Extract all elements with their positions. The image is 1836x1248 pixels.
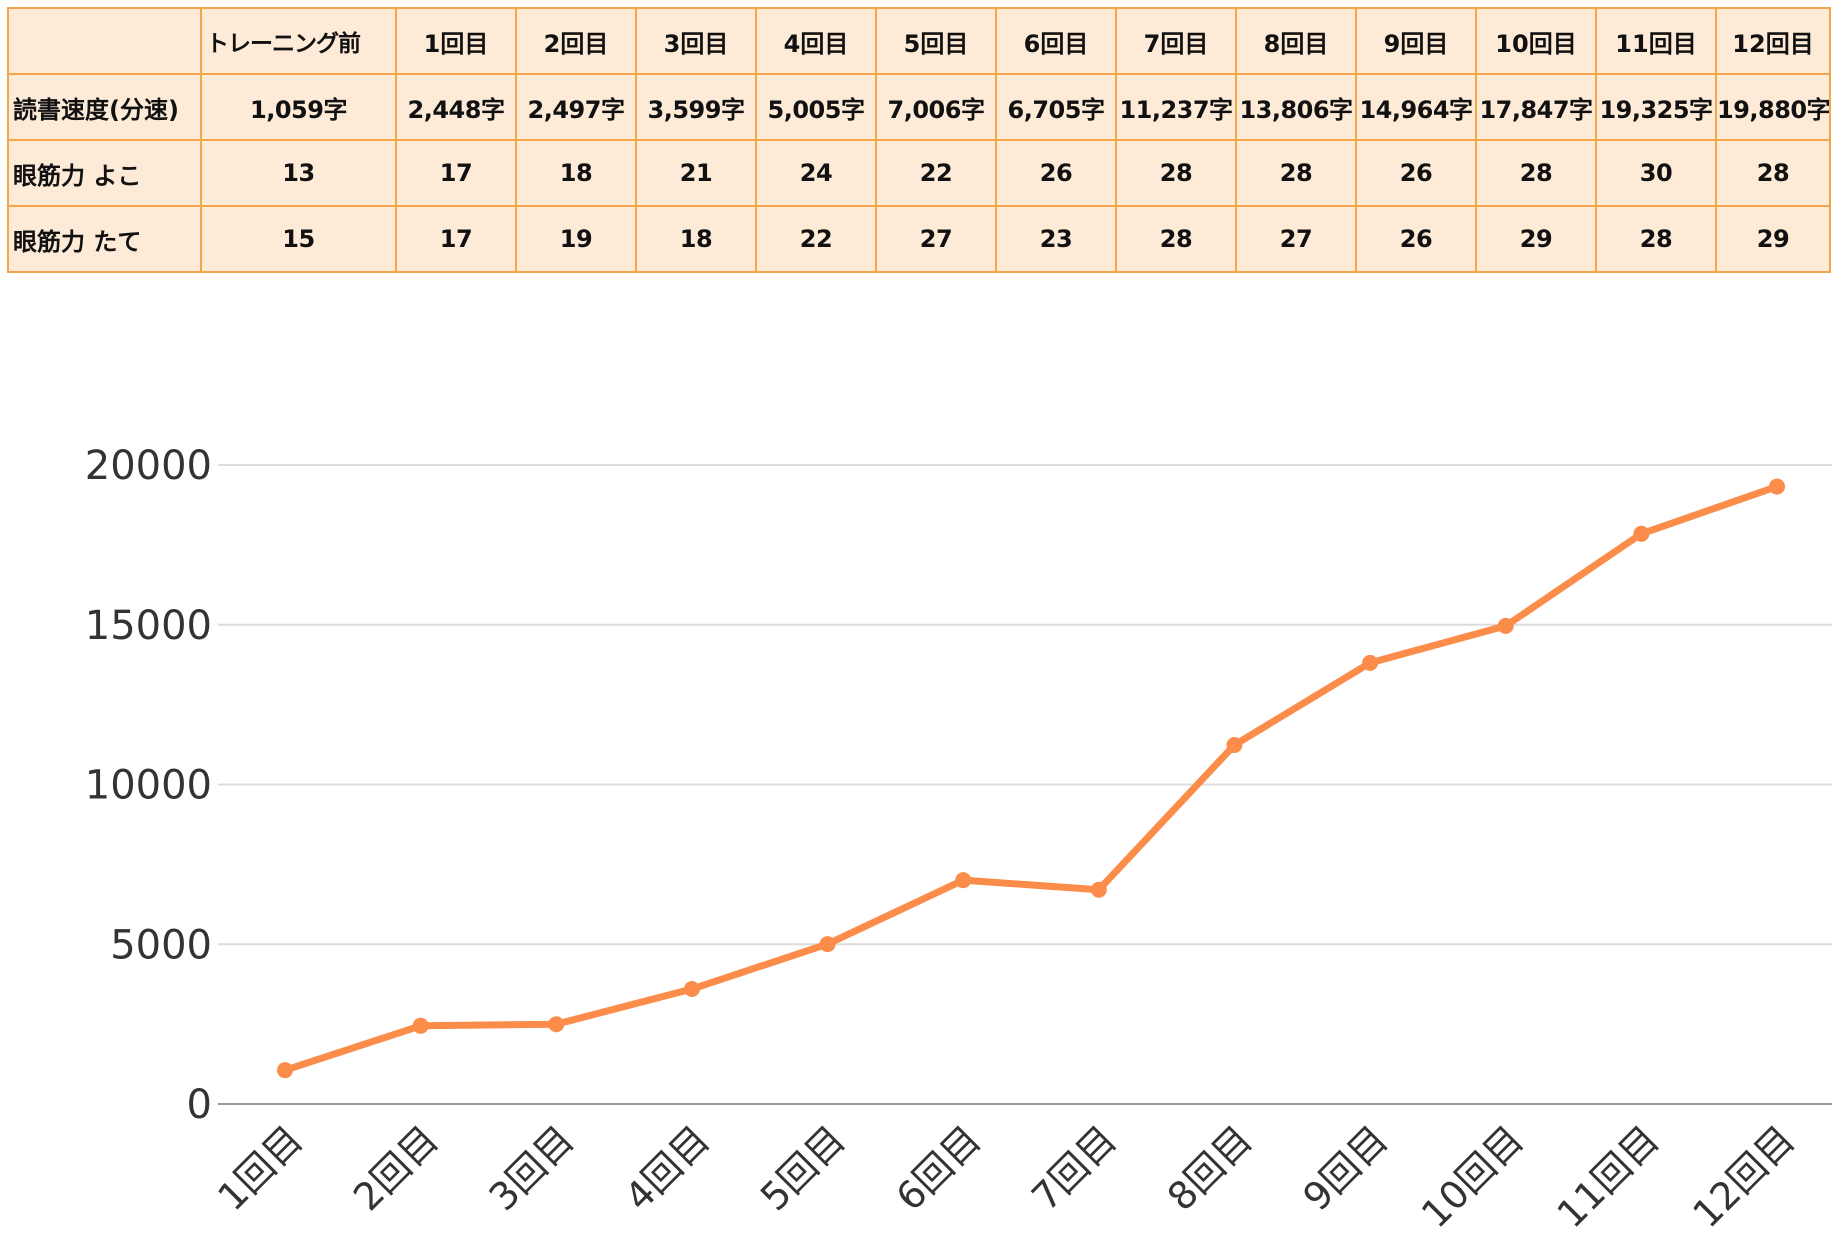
data-point: [1090, 881, 1107, 898]
table-cell: 28: [1595, 205, 1717, 273]
y-tick-label: 15000: [85, 603, 212, 649]
y-tick-label: 0: [187, 1082, 212, 1128]
table-header-cell: 6回目: [995, 7, 1117, 75]
x-tick-label: 10回目: [1413, 1117, 1532, 1236]
row-label-eye-muscle-vertical: 眼筋力 たて: [7, 205, 202, 273]
table-cell: 17: [395, 205, 517, 273]
table-header-cell: 11回目: [1595, 7, 1717, 75]
chart-y-axis: 0 5000 10000 15000 20000: [85, 443, 212, 1128]
row-label-reading-speed: 読書速度(分速): [7, 73, 202, 141]
table-cell: 17,847字: [1475, 73, 1597, 141]
x-tick-label: 5回目: [752, 1117, 854, 1219]
table-cell: 13: [200, 139, 397, 207]
table-cell: 11,237字: [1115, 73, 1237, 141]
y-tick-label: 10000: [85, 763, 212, 809]
row-label-eye-muscle-horizontal: 眼筋力 よこ: [7, 139, 202, 207]
table-cell: 29: [1715, 205, 1831, 273]
table-row-eye-muscle-horizontal: 眼筋力 よこ 13 17 18 21 24 22 26 28 28 26 28 …: [7, 139, 1831, 207]
table-header-cell: トレーニング前: [200, 7, 397, 75]
chart-gridlines: [218, 464, 1832, 1105]
data-point: [683, 981, 700, 998]
x-tick-label: 9回目: [1294, 1117, 1396, 1219]
table-cell: 24: [755, 139, 877, 207]
table-cell: 19,325字: [1595, 73, 1717, 141]
data-point: [1633, 525, 1650, 542]
x-tick-label: 8回目: [1159, 1117, 1261, 1219]
table-header-cell: 9回目: [1355, 7, 1477, 75]
table-cell: 26: [1355, 139, 1477, 207]
table-cell: 17: [395, 139, 517, 207]
table-cell: 19,880字: [1715, 73, 1831, 141]
table-cell: 18: [515, 139, 637, 207]
table-cell: 1,059字: [200, 73, 397, 141]
reading-speed-line-chart: 0 5000 10000 15000 20000 1回目 2回目 3回目 4回目 5回目 6回目 7…: [85, 443, 1832, 1236]
results-table: トレーニング前 1回目 2回目 3回目 4回目 5回目 6回目 7回目 8回目 …: [7, 7, 1831, 273]
table-cell: 14,964字: [1355, 73, 1477, 141]
table-header-cell: 10回目: [1475, 7, 1597, 75]
table-cell: 23: [995, 205, 1117, 273]
table-cell: 29: [1475, 205, 1597, 273]
table-header-cell: 8回目: [1235, 7, 1357, 75]
table-header-cell: 7回目: [1115, 7, 1237, 75]
table-header-cell: 12回目: [1715, 7, 1831, 75]
data-point: [819, 936, 836, 953]
x-tick-label: 1回目: [209, 1117, 311, 1219]
chart-series: [277, 478, 1785, 1079]
data-point: [277, 1062, 293, 1079]
chart-x-axis: 1回目 2回目 3回目 4回目 5回目 6回目 7回目 8回目 9回目 10回目 11回目 12回目: [209, 1117, 1803, 1236]
data-point: [1497, 617, 1514, 634]
table-cell: 18: [635, 205, 757, 273]
data-point: [1226, 736, 1243, 753]
table-cell: 5,005字: [755, 73, 877, 141]
table-cell: 7,006字: [875, 73, 997, 141]
series-line: [281, 483, 1781, 1074]
x-tick-label: 4回目: [616, 1117, 718, 1219]
x-tick-label: 12回目: [1684, 1117, 1803, 1236]
table-cell: 22: [875, 139, 997, 207]
x-tick-label: 6回目: [888, 1117, 990, 1219]
table-header-cell: 2回目: [515, 7, 637, 75]
table-row-reading-speed: 読書速度(分速) 1,059字 2,448字 2,497字 3,599字 5,0…: [7, 73, 1831, 141]
table-cell: 2,497字: [515, 73, 637, 141]
table-cell: 13,806字: [1235, 73, 1357, 141]
x-tick-label: 7回目: [1023, 1117, 1125, 1219]
table-cell: 27: [875, 205, 997, 273]
table-header-row: トレーニング前 1回目 2回目 3回目 4回目 5回目 6回目 7回目 8回目 …: [7, 7, 1831, 75]
table-header-cell: 1回目: [395, 7, 517, 75]
table-header-cell: 5回目: [875, 7, 997, 75]
y-tick-label: 5000: [110, 922, 212, 968]
table-cell: 30: [1595, 139, 1717, 207]
table-cell: 19: [515, 205, 637, 273]
table-cell: 27: [1235, 205, 1357, 273]
table-cell: 22: [755, 205, 877, 273]
table-cell: 26: [995, 139, 1117, 207]
table-cell: 28: [1115, 205, 1237, 273]
table-header-cell: 3回目: [635, 7, 757, 75]
table-cell: 21: [635, 139, 757, 207]
table-cell: 28: [1715, 139, 1831, 207]
y-tick-label: 20000: [85, 443, 212, 489]
table-cell: 15: [200, 205, 397, 273]
table-cell: 3,599字: [635, 73, 757, 141]
x-tick-label: 2回目: [345, 1117, 447, 1219]
table-header-cell: 4回目: [755, 7, 877, 75]
table-cell: 6,705字: [995, 73, 1117, 141]
table-cell: 28: [1235, 139, 1357, 207]
table-corner-cell: [7, 7, 202, 75]
table-cell: 28: [1475, 139, 1597, 207]
table-cell: 28: [1115, 139, 1237, 207]
table-row-eye-muscle-vertical: 眼筋力 たて 15 17 19 18 22 27 23 28 27 26 29 …: [7, 205, 1831, 273]
data-point: [1769, 478, 1785, 495]
table-cell: 26: [1355, 205, 1477, 273]
data-point: [548, 1016, 565, 1033]
data-point: [412, 1017, 429, 1034]
data-point: [955, 872, 972, 889]
data-point: [1362, 654, 1379, 671]
x-tick-label: 11回目: [1549, 1117, 1668, 1236]
table-cell: 2,448字: [395, 73, 517, 141]
x-tick-label: 3回目: [481, 1117, 583, 1219]
